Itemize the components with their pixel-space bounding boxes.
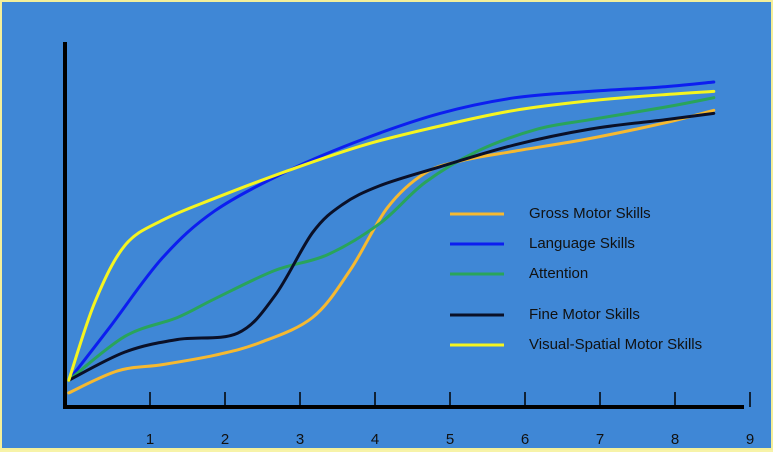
x-tick-label-1: 1 xyxy=(146,431,154,448)
x-tick-label-7: 7 xyxy=(596,431,604,448)
x-tick-label-4: 4 xyxy=(371,431,379,448)
x-tick-label-8: 8 xyxy=(671,431,679,448)
x-tick-label-2: 2 xyxy=(221,431,229,448)
legend-label-5: Visual-Spatial Motor Skills xyxy=(529,336,702,353)
series-line-5 xyxy=(67,89,716,382)
legend: Gross Motor Skills Language Skills Attenti… xyxy=(450,205,702,353)
legend-label-4: Fine Motor Skills xyxy=(529,306,640,323)
legend-label-3: Attention xyxy=(529,265,588,282)
series-line-2 xyxy=(67,80,716,382)
legend-label-1: Gross Motor Skills xyxy=(529,205,651,222)
x-tick-label-5: 5 xyxy=(446,431,454,448)
x-tick-label-6: 6 xyxy=(521,431,529,448)
axes-layer: 1 2 3 4 5 6 7 8 9 xyxy=(63,42,754,448)
x-tick-label-3: 3 xyxy=(296,431,304,448)
series-line-4 xyxy=(67,111,716,382)
legend-label-2: Language Skills xyxy=(529,235,635,252)
x-tick-label-9: 9 xyxy=(746,431,754,448)
series-layer xyxy=(67,80,716,395)
series-line-3 xyxy=(67,96,716,382)
series-line-1 xyxy=(67,108,716,395)
